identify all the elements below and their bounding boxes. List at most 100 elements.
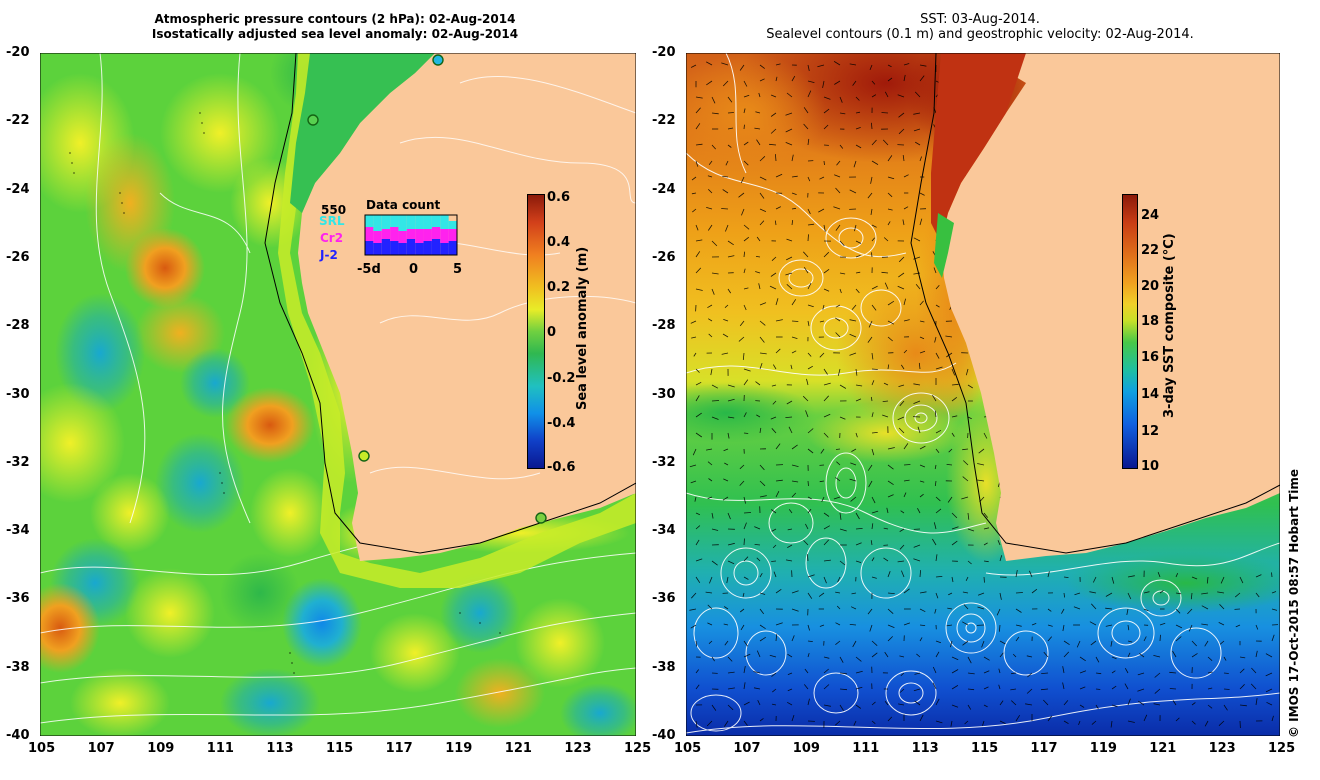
velocity-vector (850, 496, 857, 502)
velocity-vector (1255, 698, 1258, 706)
data-count-bar-cr2 (448, 229, 457, 241)
velocity-vector (897, 560, 905, 563)
velocity-vector (950, 720, 953, 727)
velocity-vector (726, 576, 729, 584)
data-count-xlabel-1: 0 (409, 262, 419, 277)
right-lat-label: -40 (652, 728, 676, 743)
sla-colorbar (527, 194, 545, 469)
velocity-vector (850, 462, 857, 466)
sst-eddy-contours (686, 53, 1280, 734)
velocity-vector (835, 591, 841, 594)
velocity-vector (951, 432, 955, 437)
velocity-vector (711, 112, 719, 115)
velocity-vector (1157, 571, 1161, 578)
velocity-vector (772, 544, 777, 549)
velocity-vector (724, 462, 729, 466)
velocity-vector (932, 682, 937, 690)
velocity-vector (823, 288, 830, 292)
velocity-vector (775, 298, 779, 306)
velocity-vector (897, 94, 905, 98)
velocity-vector (695, 107, 701, 114)
velocity-vector (707, 304, 713, 309)
velocity-vector (807, 64, 810, 71)
velocity-vector (1239, 668, 1245, 674)
right-lat-label: -32 (652, 454, 676, 470)
velocity-vector (803, 684, 809, 690)
velocity-vector (919, 192, 925, 196)
velocity-vector (903, 588, 910, 594)
velocity-vector (722, 80, 729, 87)
velocity-vector (898, 272, 905, 278)
velocity-vector (754, 127, 761, 130)
velocity-vector (855, 96, 860, 101)
left-lon-label: 105 (28, 741, 56, 756)
velocity-vector (727, 704, 734, 711)
velocity-vector (835, 317, 841, 322)
velocity-vector (1187, 608, 1193, 615)
velocity-vector (769, 285, 777, 290)
velocity-vector (870, 176, 873, 184)
velocity-vector (999, 652, 1004, 658)
velocity-vector (743, 432, 749, 434)
velocity-vector (883, 527, 889, 530)
velocity-vector (823, 704, 831, 707)
velocity-vector (695, 576, 701, 584)
velocity-vector (788, 426, 793, 434)
velocity-vector (791, 320, 799, 322)
velocity-vector (1026, 655, 1033, 658)
velocity-vector (887, 64, 892, 68)
velocity-vector (1137, 672, 1145, 676)
data-count-bar-j2 (373, 243, 382, 255)
velocity-vector (834, 174, 841, 178)
left-title-line1: Atmospheric pressure contours (2 hPa): 0… (154, 12, 516, 26)
velocity-vector (834, 80, 841, 85)
velocity-vector (711, 400, 720, 402)
velocity-vector (855, 398, 862, 402)
velocity-vector (835, 640, 841, 646)
velocity-vector (727, 144, 732, 148)
velocity-vector (1063, 576, 1069, 578)
velocity-vector (887, 364, 890, 370)
velocity-vector (919, 75, 925, 82)
sla-cb-tick-2: 0.2 (547, 280, 571, 295)
velocity-vector (741, 208, 745, 216)
velocity-vector (759, 208, 767, 212)
velocity-vector (835, 622, 841, 626)
velocity-vector (951, 576, 954, 583)
right-lat-label: -20 (652, 45, 676, 60)
velocity-vector (963, 460, 969, 466)
velocity-vector (791, 175, 798, 178)
velocity-vector (871, 557, 875, 562)
velocity-vector (1271, 715, 1274, 722)
right-lon-label: 123 (1208, 741, 1236, 756)
velocity-vector (807, 640, 813, 642)
velocity-vector (743, 538, 745, 546)
velocity-vector (708, 160, 713, 165)
velocity-vector (1091, 720, 1097, 725)
sla-map (40, 53, 636, 736)
land-australia-right (941, 53, 1280, 561)
velocity-vector (881, 271, 889, 274)
velocity-vector (1265, 653, 1273, 658)
velocity-vector (1111, 704, 1118, 708)
sst-velocity-vectors (689, 61, 1279, 729)
velocity-vector (935, 698, 940, 706)
velocity-vector (711, 384, 719, 389)
velocity-vector (759, 592, 766, 595)
velocity-vector (1015, 592, 1023, 594)
left-lat-label: -32 (6, 454, 30, 470)
velocity-vector (707, 496, 713, 500)
velocity-vector (1078, 720, 1081, 726)
velocity-vector (1153, 703, 1161, 706)
velocity-vector (1175, 592, 1182, 595)
velocity-vector (819, 624, 825, 627)
velocity-vector (711, 240, 718, 247)
velocity-vector (787, 528, 793, 531)
velocity-vector (711, 144, 716, 150)
sst-cb-tick-0: 24 (1141, 208, 1160, 223)
velocity-vector (914, 91, 921, 98)
velocity-vector (689, 464, 697, 468)
velocity-vector (935, 304, 940, 308)
velocity-vector (755, 381, 761, 386)
left-lon-label: 117 (385, 741, 413, 756)
